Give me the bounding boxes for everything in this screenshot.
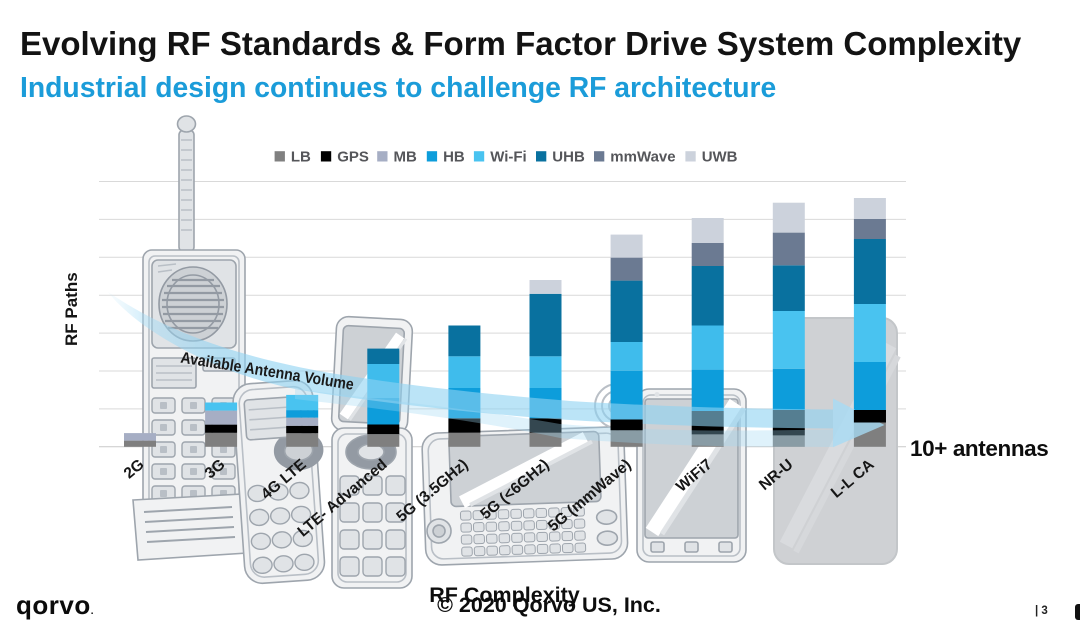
svg-text:HB: HB (443, 149, 465, 166)
svg-text:UHB: UHB (552, 149, 585, 166)
svg-text:LB: LB (291, 149, 311, 166)
svg-text:mmWave: mmWave (610, 149, 675, 166)
svg-text:10+ antennas: 10+ antennas (910, 436, 1048, 461)
svg-text:UWB: UWB (702, 149, 738, 166)
svg-text:MB: MB (394, 149, 417, 166)
svg-text:Wi-Fi: Wi-Fi (490, 149, 527, 166)
svg-text:GPS: GPS (337, 149, 369, 166)
svg-text:RF Paths: RF Paths (62, 272, 81, 346)
